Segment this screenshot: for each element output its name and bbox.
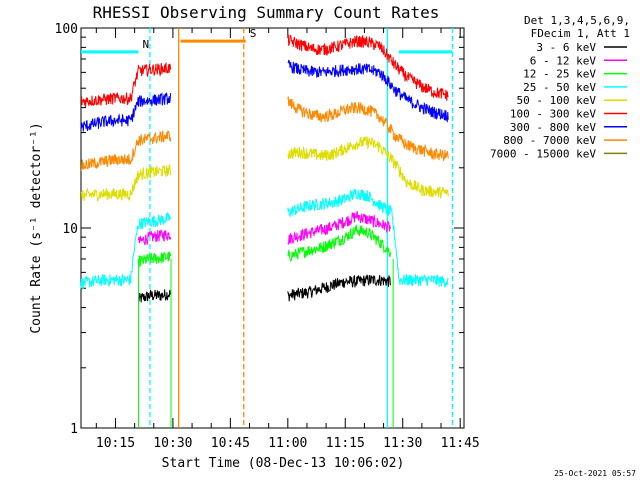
legend-entry-label: 6 - 12 keV bbox=[530, 54, 597, 67]
series-6-12-kev bbox=[137, 211, 391, 246]
x-tick-label: 11:45 bbox=[441, 436, 480, 451]
y-tick-label: 1 bbox=[70, 422, 78, 437]
x-axis-label: Start Time (08-Dec-13 10:06:02) bbox=[162, 456, 405, 471]
x-tick-label: 11:15 bbox=[326, 436, 365, 451]
series-line bbox=[137, 289, 172, 303]
y-axis-label: Count Rate (s⁻¹ detector⁻¹) bbox=[29, 122, 44, 333]
series-line bbox=[287, 224, 392, 262]
series-line bbox=[137, 229, 172, 246]
series-line bbox=[287, 187, 449, 288]
series-line bbox=[287, 211, 391, 246]
chart-title: RHESSI Observing Summary Count Rates bbox=[93, 3, 440, 22]
legend-entry-label: 800 - 7000 keV bbox=[503, 134, 596, 147]
series-12-25-kev bbox=[138, 224, 392, 268]
legend-entry-label: 300 - 800 keV bbox=[510, 121, 596, 134]
series-50-100-kev bbox=[80, 135, 449, 202]
series-line bbox=[80, 130, 172, 171]
annotation-label: N bbox=[142, 38, 149, 51]
y-tick-label: 10 bbox=[62, 222, 78, 237]
annotation-label: S bbox=[250, 27, 257, 40]
legend-header-1: Det 1,3,4,5,6,9, bbox=[524, 14, 630, 27]
series-line bbox=[80, 164, 172, 202]
series-25-50-kev bbox=[80, 187, 449, 291]
series-line bbox=[287, 135, 449, 199]
series-300-800-kev bbox=[80, 59, 449, 132]
x-tick-label: 10:45 bbox=[211, 436, 250, 451]
legend-header-2: FDecim 1, Att 1 bbox=[531, 27, 630, 40]
x-tick-label: 11:30 bbox=[383, 436, 422, 451]
legend-entry-label: 100 - 300 keV bbox=[510, 108, 596, 121]
y-tick-label: 100 bbox=[55, 22, 78, 37]
series-line bbox=[287, 34, 449, 101]
legend-entry-label: 3 - 6 keV bbox=[536, 41, 596, 54]
series-line bbox=[287, 274, 392, 302]
x-tick-label: 10:30 bbox=[153, 436, 192, 451]
series-line bbox=[80, 61, 172, 108]
series-line bbox=[138, 251, 172, 268]
legend-entry-label: 50 - 100 keV bbox=[517, 94, 597, 107]
x-tick-label: 11:00 bbox=[268, 436, 307, 451]
series-line bbox=[287, 96, 449, 162]
legend-entry-label: 25 - 50 keV bbox=[523, 81, 596, 94]
series-800-7000-kev bbox=[80, 96, 449, 171]
x-tick-label: 10:15 bbox=[96, 436, 135, 451]
legend-entry-label: 12 - 25 keV bbox=[523, 68, 596, 81]
plot-area: 1 10 100 10:15 10:30 10:45 11:00 11:15 11:30 11:4… bbox=[55, 22, 480, 451]
series-line bbox=[80, 212, 172, 291]
series-3-6-kev bbox=[137, 274, 392, 303]
timestamp: 25-Oct-2021 05:57 bbox=[554, 469, 636, 478]
legend-entry-label: 7000 - 15000 keV bbox=[490, 147, 596, 160]
series-line bbox=[80, 91, 172, 132]
series-line bbox=[287, 59, 449, 123]
series-100-300-kev bbox=[80, 34, 449, 108]
